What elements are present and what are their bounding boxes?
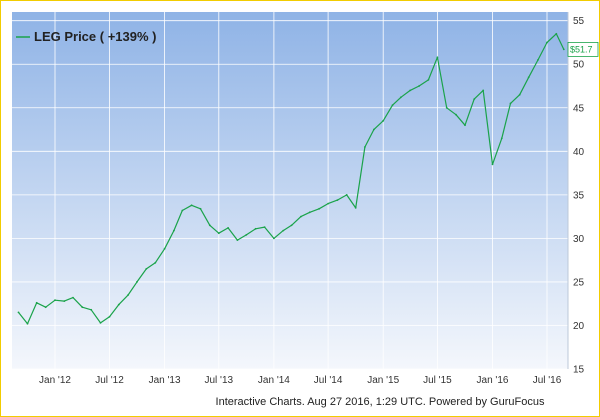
data-point[interactable] (464, 124, 466, 127)
data-point[interactable] (72, 296, 74, 299)
price-tag-box (567, 42, 599, 57)
data-point[interactable] (290, 224, 293, 227)
data-point[interactable] (154, 261, 157, 264)
data-point[interactable] (546, 41, 548, 44)
data-point[interactable] (199, 207, 202, 210)
data-point[interactable] (208, 224, 211, 227)
data-point[interactable] (17, 311, 20, 314)
data-point[interactable] (318, 207, 320, 210)
data-point[interactable] (364, 146, 366, 148)
data-point[interactable] (254, 227, 257, 230)
x-tick-label: Jul '14 (314, 375, 343, 386)
data-point[interactable] (473, 98, 476, 100)
x-tick-label: Jan '13 (149, 375, 181, 386)
data-point[interactable] (518, 93, 521, 96)
grid (12, 12, 568, 370)
price-tag-value: $51.7 (570, 44, 593, 54)
data-point[interactable] (245, 234, 248, 236)
legend[interactable]: LEG Price ( +139% ) (16, 29, 156, 44)
data-point[interactable] (300, 215, 302, 218)
data-point[interactable] (163, 247, 166, 250)
data-point[interactable] (455, 113, 457, 116)
data-point[interactable] (81, 306, 84, 309)
data-point[interactable] (354, 207, 357, 209)
axes: 15 20 25 30 35 40 45 50 55 Jan '12 Jul '12 Jan '13 J… (39, 12, 585, 386)
x-tick-label: Jul '12 (95, 375, 124, 386)
data-point[interactable] (336, 199, 339, 202)
price-tag: $51.7 (567, 42, 599, 57)
data-point[interactable] (436, 56, 439, 59)
data-point[interactable] (173, 229, 175, 232)
series-layer (17, 32, 565, 325)
data-point[interactable] (509, 102, 512, 105)
y-tick-label: 25 (573, 277, 585, 288)
x-tick-label: Jul '13 (205, 375, 234, 386)
data-point[interactable] (117, 303, 120, 306)
data-point[interactable] (382, 119, 385, 122)
data-point[interactable] (327, 202, 329, 205)
data-point[interactable] (427, 79, 430, 81)
y-tick-label: 15 (573, 365, 585, 376)
y-tick-label: 55 (573, 16, 585, 27)
y-tick-label: 40 (573, 147, 585, 158)
data-point[interactable] (373, 128, 375, 131)
x-tick-label: Jan '15 (367, 375, 399, 386)
x-tick-label: Jan '12 (39, 375, 71, 386)
data-point[interactable] (282, 229, 285, 232)
x-tick-label: Jul '16 (533, 375, 562, 386)
y-tick-label: 20 (573, 321, 585, 332)
data-point[interactable] (491, 163, 494, 166)
data-point[interactable] (35, 301, 38, 304)
data-point[interactable] (54, 299, 56, 302)
x-tick-label: Jan '14 (258, 375, 290, 386)
data-point[interactable] (537, 59, 539, 61)
legend-label: LEG Price ( +139% ) (34, 29, 156, 44)
data-point[interactable] (400, 96, 402, 99)
data-point[interactable] (90, 308, 93, 311)
data-point[interactable] (562, 48, 565, 51)
y-tick-label: 30 (573, 234, 585, 245)
y-tick-label: 50 (573, 60, 585, 71)
data-point[interactable] (527, 76, 530, 79)
chart-credit: Interactive Charts. Aug 27 2016, 1:29 UT… (216, 396, 545, 408)
data-point[interactable] (236, 239, 239, 242)
data-point[interactable] (445, 106, 448, 109)
y-tick-label: 35 (573, 190, 585, 201)
data-point[interactable] (500, 137, 503, 140)
data-point[interactable] (99, 322, 102, 324)
y-tick-label: 45 (573, 103, 585, 114)
data-point[interactable] (127, 294, 129, 296)
data-point[interactable] (181, 209, 184, 212)
data-point[interactable] (26, 322, 29, 325)
data-point[interactable] (273, 237, 275, 240)
data-point[interactable] (482, 89, 485, 92)
data-point[interactable] (409, 89, 412, 92)
plot-area (12, 12, 568, 369)
data-point[interactable] (345, 194, 348, 196)
data-point[interactable] (136, 281, 138, 283)
x-tick-label: Jan '16 (477, 375, 509, 386)
data-point[interactable] (217, 232, 220, 235)
data-point[interactable] (418, 85, 420, 87)
data-point[interactable] (227, 227, 230, 229)
data-point[interactable] (263, 226, 266, 229)
data-point[interactable] (145, 268, 148, 270)
data-point[interactable] (308, 211, 311, 214)
data-point[interactable] (108, 315, 111, 318)
data-point[interactable] (555, 32, 558, 35)
data-point[interactable] (391, 104, 394, 107)
data-point[interactable] (63, 300, 66, 302)
x-tick-label: Jul '15 (423, 375, 452, 386)
data-point[interactable] (44, 306, 47, 309)
data-point[interactable] (190, 204, 193, 207)
